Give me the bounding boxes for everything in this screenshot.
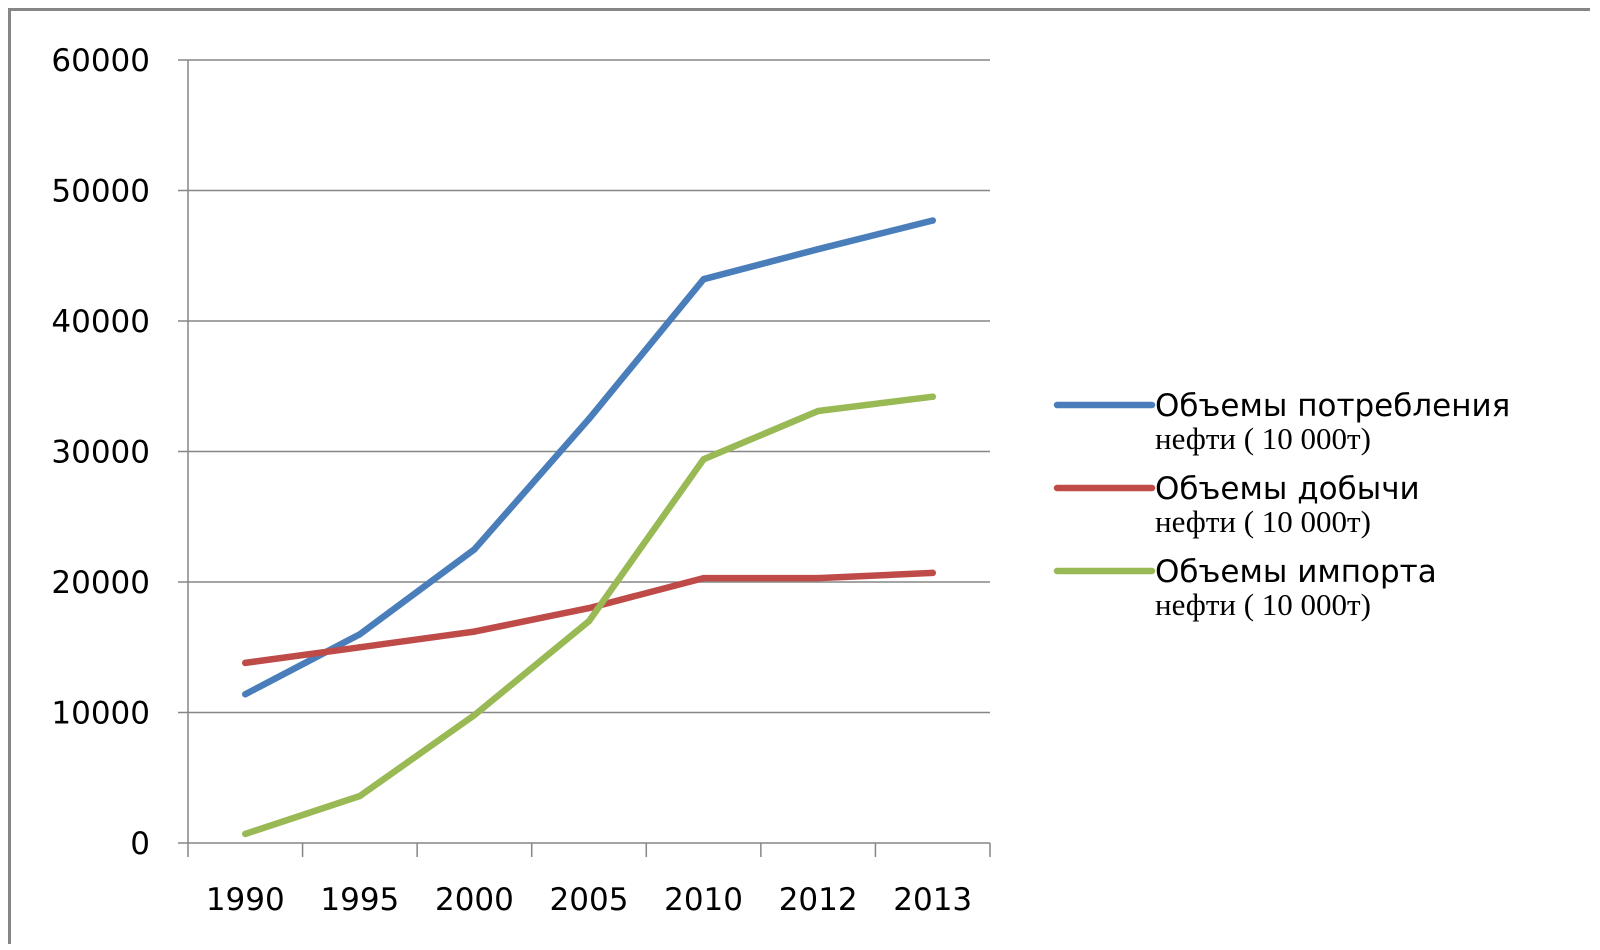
y-tick-label: 50000: [51, 174, 150, 210]
y-tick-label: 20000: [51, 565, 150, 601]
x-tick-labels: 1990 1995 2000 2005 2010 2012 2013: [206, 882, 972, 918]
y-tick-label: 30000: [51, 435, 150, 471]
data-point: [700, 574, 707, 582]
data-point: [242, 691, 249, 698]
data-point: [585, 604, 593, 612]
x-tick-label: 2005: [550, 882, 629, 918]
x-tick-label: 1995: [320, 882, 399, 918]
data-point: [242, 659, 249, 667]
chart-frame: [8, 8, 1590, 944]
data-point: [700, 276, 707, 283]
series-line-2: [242, 393, 936, 838]
y-tick-labels: 0 10000 20000 30000 40000 50000 60000: [51, 43, 150, 862]
y-tick-label: 10000: [51, 696, 150, 732]
gridlines: [178, 59, 990, 714]
data-point: [814, 574, 822, 582]
data-point: [356, 644, 364, 651]
data-point: [356, 792, 364, 800]
x-tick-label: 2010: [664, 882, 743, 918]
y-tick-label: 40000: [51, 304, 150, 340]
x-tick-label: 2013: [893, 882, 972, 918]
data-point: [585, 617, 593, 625]
x-tick-label: 2000: [435, 882, 514, 918]
data-point: [700, 456, 707, 463]
data-point: [242, 830, 249, 838]
data-point: [929, 569, 936, 577]
data-point: [814, 407, 822, 415]
data-point: [356, 631, 364, 638]
legend-label-unit: нефти ( 10 000т): [1155, 587, 1371, 622]
series-lines: [242, 217, 936, 838]
y-tick-label: 0: [130, 826, 150, 862]
legend-label: Объемы добычи: [1155, 471, 1420, 507]
data-point: [585, 415, 593, 423]
data-point: [929, 217, 936, 224]
data-point: [814, 246, 822, 253]
y-tick-label: 60000: [51, 43, 150, 79]
axes: [178, 60, 991, 857]
data-point: [471, 628, 478, 635]
legend-label-unit: нефти ( 10 000т): [1155, 504, 1371, 539]
legend-label-unit: нефти ( 10 000т): [1155, 421, 1371, 456]
data-point: [929, 393, 936, 400]
data-point: [471, 546, 478, 553]
x-tick-label: 2012: [779, 882, 858, 918]
data-point: [471, 711, 478, 719]
legend-label: Объемы потребления: [1155, 388, 1510, 424]
legend-label: Объемы импорта: [1155, 554, 1437, 590]
x-tick-label: 1990: [206, 882, 285, 918]
